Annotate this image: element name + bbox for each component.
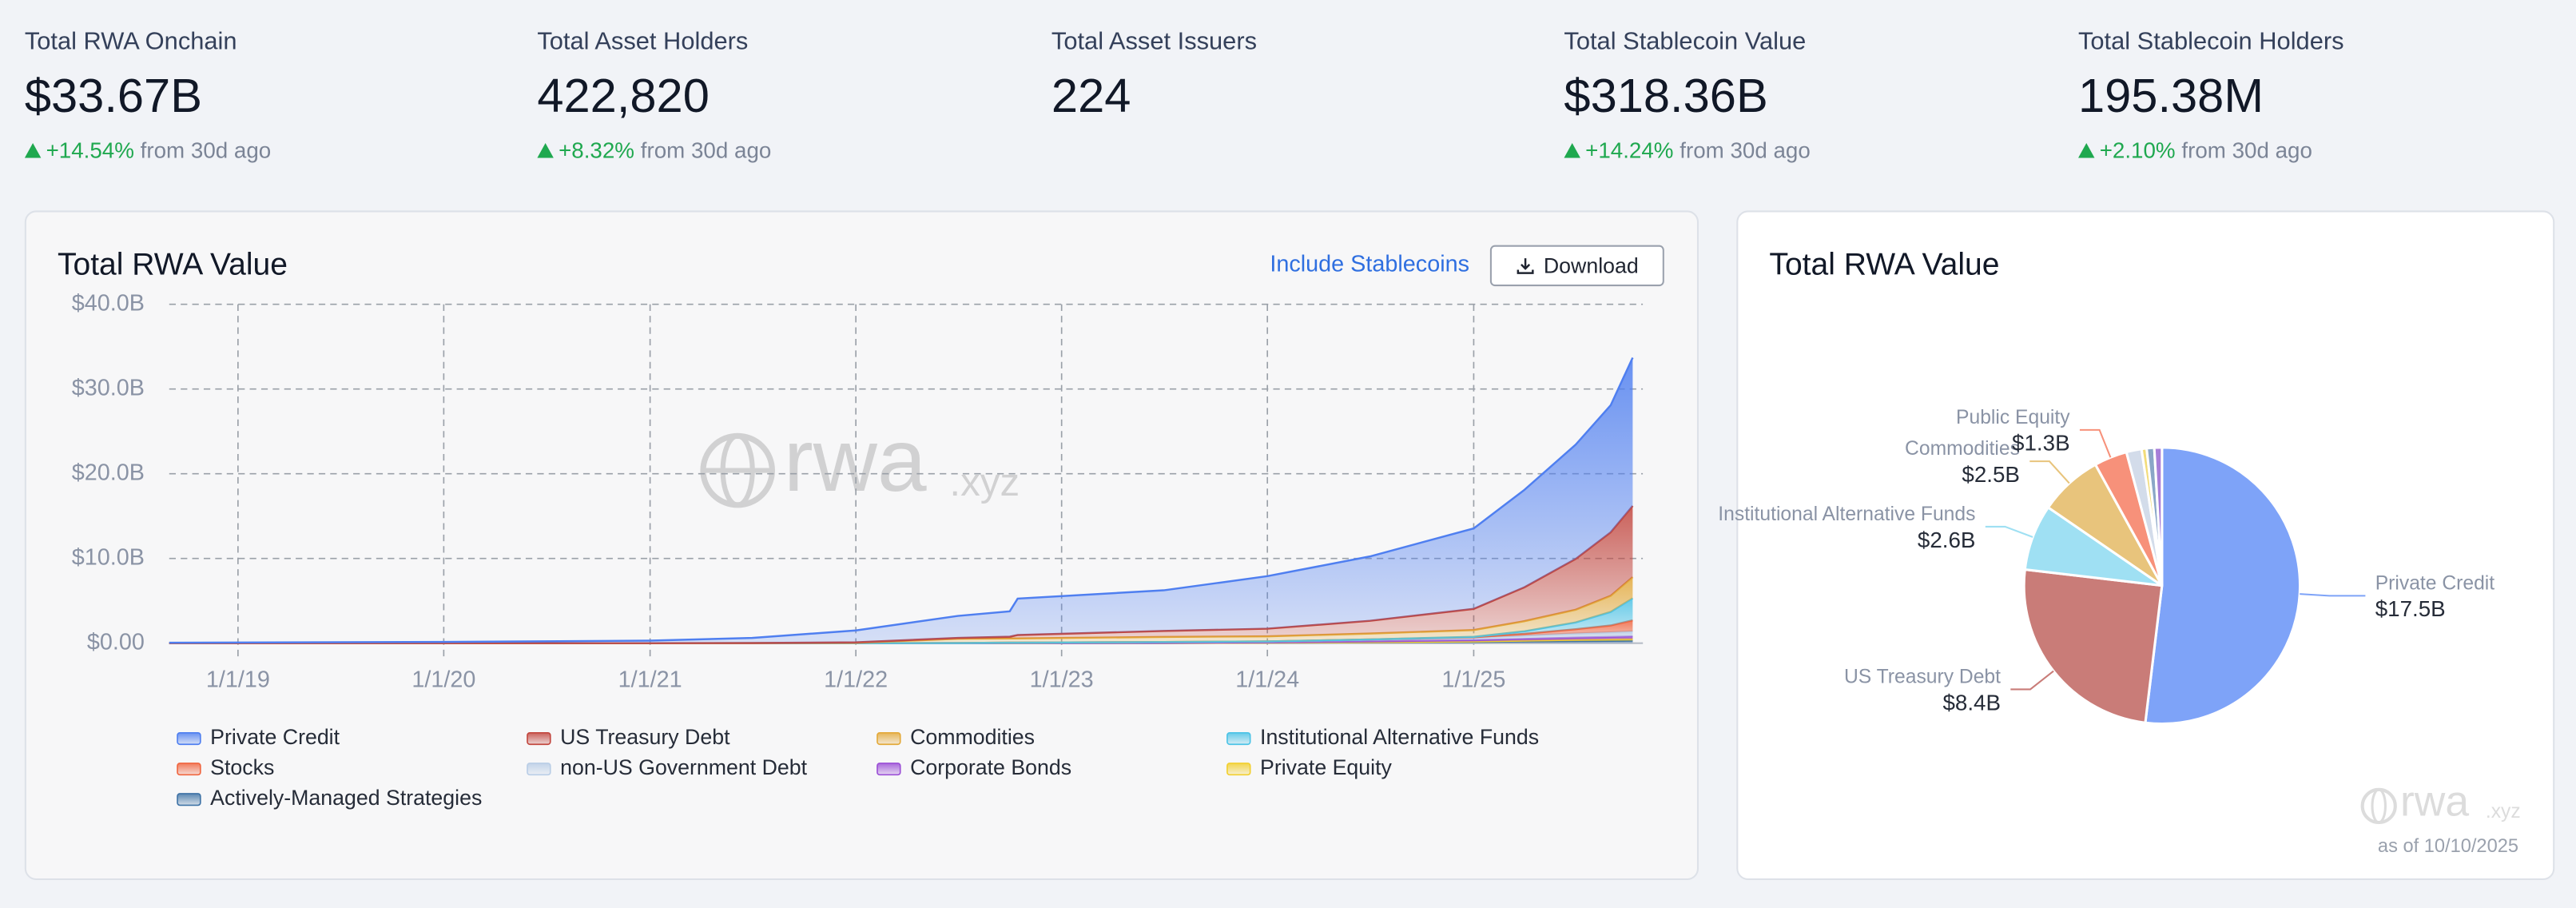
change-note: from 30d ago	[2181, 137, 2312, 163]
include-stablecoins-toggle[interactable]: Include Stablecoins	[1270, 249, 1470, 277]
stat-change: +8.32% from 30d ago	[537, 138, 1030, 163]
change-note: from 30d ago	[1680, 137, 1811, 163]
stat-label: Total Stablecoin Holders	[2077, 27, 2344, 56]
stat: Total RWA Onchain $33.67B +14.54% from 30d…	[24, 27, 518, 163]
up-arrow	[24, 143, 42, 158]
stat-value: 195.38M	[2077, 70, 2264, 124]
stat-change: +14.24% from 30d ago	[1564, 138, 2057, 163]
change-value: +2.10%	[2099, 137, 2176, 163]
up-arrow	[537, 143, 554, 158]
stat-label: Total Asset Issuers	[1051, 27, 1258, 56]
stat-value: 422,820	[537, 70, 710, 124]
change-note: from 30d ago	[640, 137, 772, 163]
pie-card	[1736, 210, 2555, 881]
stat-label: Total Stablecoin Value	[1564, 27, 1807, 56]
change-note: from 30d ago	[140, 137, 272, 163]
stat-label: Total Asset Holders	[537, 27, 749, 56]
stat-value: $33.67B	[24, 70, 202, 124]
up-arrow	[2077, 143, 2095, 158]
change-value: +8.32%	[559, 137, 635, 163]
stat: Total Stablecoin Holders 195.38M +2.10% fr…	[2077, 27, 2571, 163]
stat-value: $318.36B	[1564, 70, 1768, 124]
stat-change: +2.10% from 30d ago	[2077, 137, 2571, 163]
stat-value: 224	[1051, 70, 1131, 124]
download-button[interactable]: Download	[1489, 245, 1664, 287]
area-card	[24, 210, 1699, 881]
stat-label: Total RWA Onchain	[24, 27, 237, 56]
up-arrow	[1564, 143, 1580, 158]
stat: Total Asset Issuers 224	[1051, 28, 1544, 125]
stat: Total Stablecoin Value $318.36B +14.24% fr…	[1564, 28, 2057, 163]
change-value: +14.24%	[1585, 137, 1674, 163]
change-value: +14.54%	[46, 137, 134, 163]
download-icon	[1516, 258, 1533, 274]
download-label: Download	[1543, 253, 1639, 278]
stat: Total Asset Holders 422,820 +8.32% from 30…	[537, 28, 1030, 163]
stat-change: +14.54% from 30d ago	[24, 137, 518, 163]
